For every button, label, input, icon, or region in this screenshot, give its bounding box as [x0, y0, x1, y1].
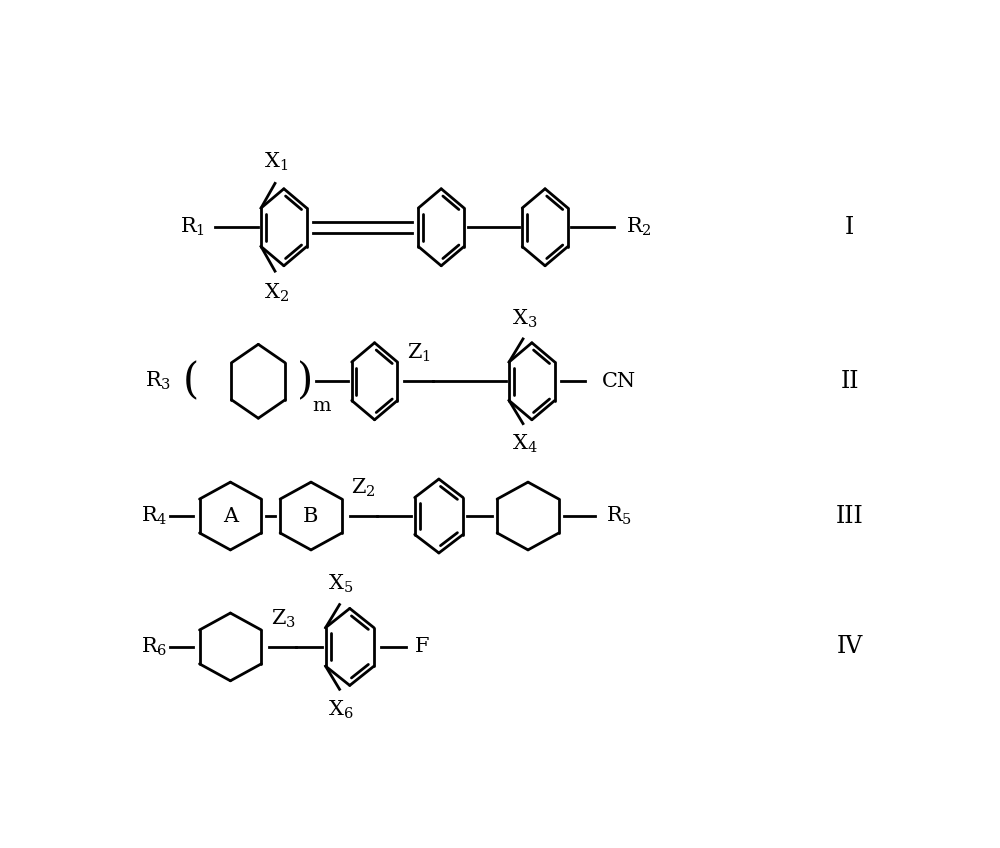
Text: Z$_3$: Z$_3$: [271, 608, 296, 630]
Text: X$_6$: X$_6$: [328, 699, 354, 721]
Text: R$_3$: R$_3$: [145, 370, 172, 393]
Text: X$_3$: X$_3$: [512, 307, 537, 330]
Text: X$_5$: X$_5$: [328, 573, 354, 595]
Text: (: (: [183, 360, 199, 402]
Text: ): ): [297, 360, 313, 402]
Text: B: B: [303, 506, 319, 526]
Text: R$_2$: R$_2$: [626, 216, 651, 238]
Text: CN: CN: [602, 371, 636, 391]
Text: IV: IV: [836, 635, 863, 658]
Text: R$_1$: R$_1$: [180, 216, 205, 238]
Text: F: F: [415, 638, 429, 656]
Text: II: II: [840, 370, 859, 393]
Text: R$_6$: R$_6$: [141, 636, 168, 658]
Text: X$_4$: X$_4$: [512, 432, 537, 455]
Text: m: m: [313, 397, 331, 415]
Text: R$_4$: R$_4$: [141, 505, 168, 527]
Text: R$_5$: R$_5$: [606, 505, 632, 527]
Text: Z$_2$: Z$_2$: [351, 477, 376, 499]
Text: A: A: [223, 506, 238, 526]
Text: X$_2$: X$_2$: [264, 282, 289, 304]
Text: III: III: [836, 505, 864, 527]
Text: Z$_1$: Z$_1$: [407, 342, 431, 365]
Text: X$_1$: X$_1$: [264, 150, 289, 173]
Text: I: I: [845, 215, 854, 239]
